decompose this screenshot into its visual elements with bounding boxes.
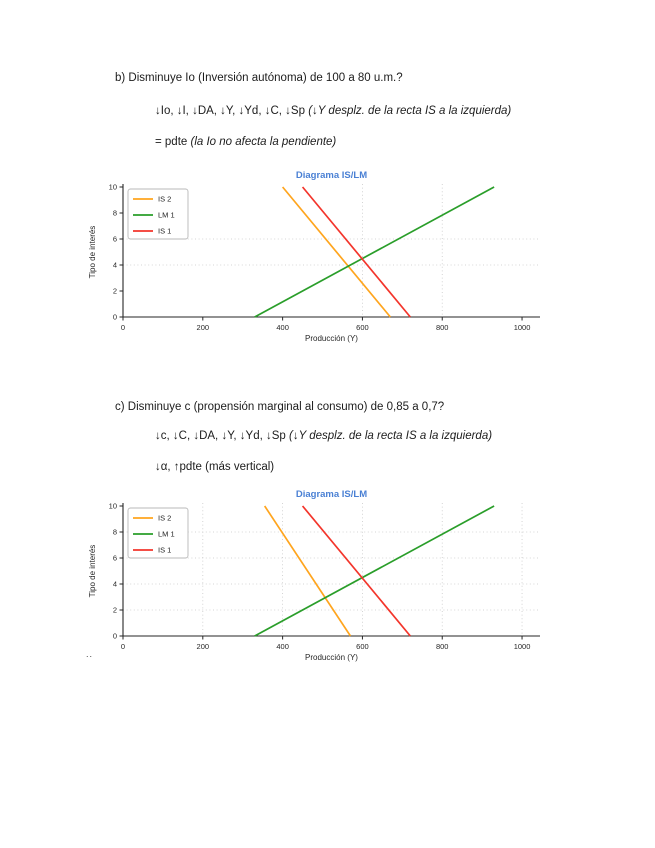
svg-text:8: 8 [113, 528, 117, 537]
section-b-slope-text: = pdte [155, 136, 191, 148]
footer-mark: .. [86, 649, 94, 659]
series-line-lm-1 [254, 186, 495, 318]
legend: IS 2 LM 1 IS 1 [127, 188, 189, 240]
gridlines [123, 503, 540, 636]
legend: IS 2 LM 1 IS 1 [127, 507, 189, 559]
section-c-result-line: ↓c, ↓C, ↓DA, ↓Y, ↓Yd, ↓Sp (↓Y desplz. de… [155, 430, 492, 442]
svg-text:200: 200 [197, 323, 210, 332]
legend-label-lm-1: LM 1 [158, 211, 175, 220]
islm-chart-c: 0 200 400 600 800 1000 0 2 4 6 8 10 Diagrama IS/LM Pr… [88, 489, 540, 662]
svg-text:6: 6 [113, 235, 117, 244]
svg-text:1000: 1000 [514, 323, 531, 332]
section-c-slope-line: ↓α, ↑pdte (más vertical) [155, 461, 274, 473]
chart-title: Diagrama IS/LM [296, 170, 367, 181]
y-axis-ticks: 0 2 4 6 8 10 [109, 502, 123, 641]
series-line-is-1 [301, 505, 411, 637]
svg-text:400: 400 [276, 323, 289, 332]
legend-label-is-1: IS 1 [158, 546, 171, 555]
svg-text:0: 0 [121, 642, 125, 651]
svg-text:4: 4 [113, 261, 117, 270]
x-axis-label: Producción (Y) [305, 334, 358, 343]
x-axis-label: Producción (Y) [305, 653, 358, 662]
legend-label-lm-1: LM 1 [158, 530, 175, 539]
legend-label-is-2: IS 2 [158, 514, 171, 523]
svg-text:6: 6 [113, 554, 117, 563]
legend-label-is-1: IS 1 [158, 227, 171, 236]
series-line-is-2 [263, 505, 352, 637]
section-c-heading: c) Disminuye c (propensión marginal al c… [115, 401, 445, 413]
svg-text:200: 200 [197, 642, 210, 651]
y-axis-label: Tipo de interés [88, 226, 97, 279]
svg-text:1000: 1000 [514, 642, 531, 651]
svg-text:10: 10 [109, 183, 117, 192]
series-line-is-1 [301, 186, 411, 318]
series-line-lm-1 [254, 505, 495, 637]
svg-text:0: 0 [121, 323, 125, 332]
axes-spines [122, 503, 540, 637]
legend-label-is-2: IS 2 [158, 195, 171, 204]
section-b-result-line: ↓Io, ↓I, ↓DA, ↓Y, ↓Yd, ↓C, ↓Sp (↓Y despl… [155, 105, 511, 117]
svg-text:4: 4 [113, 580, 117, 589]
section-b-slope-note: (la Io no afecta la pendiente) [190, 136, 337, 148]
svg-text:600: 600 [356, 323, 369, 332]
chart-title: Diagrama IS/LM [296, 489, 367, 500]
svg-text:800: 800 [436, 642, 449, 651]
svg-text:8: 8 [113, 209, 117, 218]
series-line-is-2 [281, 186, 392, 318]
gridlines [123, 184, 540, 317]
y-axis-ticks: 0 2 4 6 8 10 [109, 183, 123, 322]
section-c-result-text: ↓c, ↓C, ↓DA, ↓Y, ↓Yd, ↓Sp [155, 430, 289, 442]
svg-text:2: 2 [113, 606, 117, 615]
svg-text:10: 10 [109, 502, 117, 511]
axes-spines [122, 184, 540, 318]
svg-text:600: 600 [356, 642, 369, 651]
section-b-slope-line: = pdte (la Io no afecta la pendiente) [155, 136, 336, 148]
svg-text:400: 400 [276, 642, 289, 651]
section-b-result-text: ↓Io, ↓I, ↓DA, ↓Y, ↓Yd, ↓C, ↓Sp [155, 105, 309, 117]
x-axis-ticks: 0 200 400 600 800 1000 [121, 636, 530, 651]
svg-text:800: 800 [436, 323, 449, 332]
section-b-result-note: (↓Y desplz. de la recta IS a la izquierd… [308, 105, 512, 117]
section-c-result-note: (↓Y desplz. de la recta IS a la izquierd… [289, 430, 493, 442]
y-axis-label: Tipo de interés [88, 545, 97, 598]
islm-chart-b: 0 200 400 600 800 1000 0 2 4 6 8 10 Diagrama IS/LM Pr… [88, 170, 540, 343]
svg-text:2: 2 [113, 287, 117, 296]
section-b-heading: b) Disminuye Io (Inversión autónoma) de … [115, 72, 403, 84]
section-c-slope-text: ↓α, ↑pdte (más vertical) [155, 461, 275, 473]
svg-text:0: 0 [113, 632, 117, 641]
svg-text:0: 0 [113, 313, 117, 322]
x-axis-ticks: 0 200 400 600 800 1000 [121, 317, 530, 332]
